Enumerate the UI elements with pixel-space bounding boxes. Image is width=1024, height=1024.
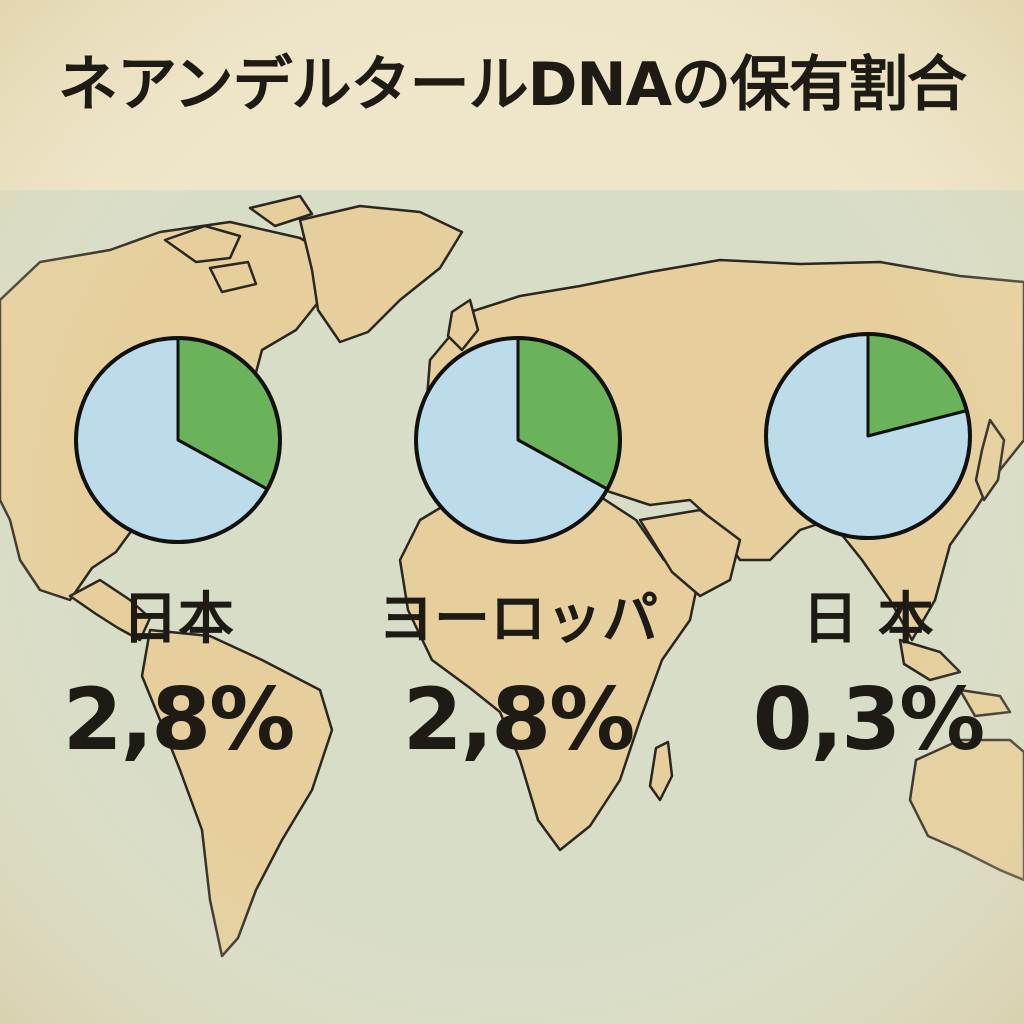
pie-outline [74, 336, 282, 544]
region-label: ヨーロッパ [378, 587, 658, 652]
pie-chart-1 [74, 336, 282, 544]
pie-outline [414, 336, 622, 544]
region-label: 日 本 [802, 587, 934, 652]
region-value: 0,3% [752, 670, 986, 770]
pie-outline [764, 332, 972, 540]
region-value: 2,8% [62, 670, 296, 770]
pie-chart-3 [764, 332, 972, 540]
region-label: 日本 [122, 587, 234, 652]
region-value: 2,8% [402, 670, 636, 770]
chart-title: ネアンデルタールDNAの保有割合 [57, 50, 967, 120]
pie-chart-2 [414, 336, 622, 544]
